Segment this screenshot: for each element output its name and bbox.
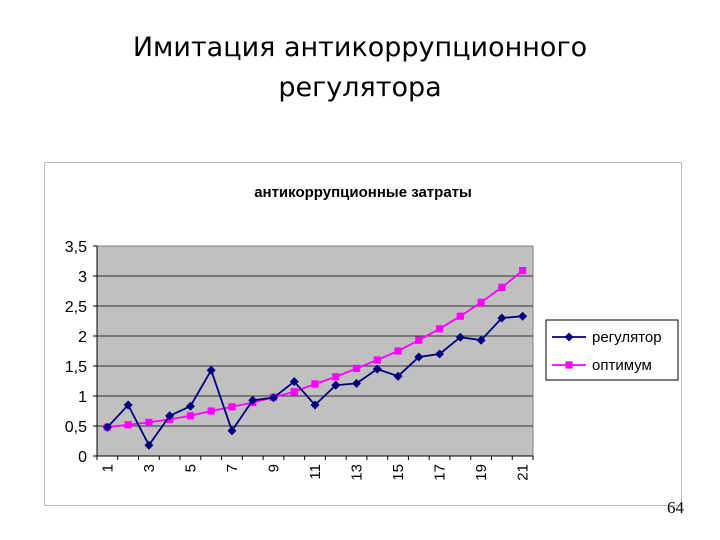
slide-title-line-1: Имитация антикоррупционного [132, 32, 588, 63]
x-tick-label: 7 [224, 464, 241, 472]
data-point-optimum [186, 412, 195, 420]
data-point-regulator [248, 395, 258, 405]
data-point-regulator [144, 440, 154, 450]
y-tick-label: 0,5 [65, 419, 87, 436]
slide-title-line-2: регулятора [278, 72, 442, 103]
data-point-regulator [393, 371, 403, 381]
slide-title: Имитация антикоррупционного регулятора [0, 28, 720, 108]
data-point-regulator [310, 400, 320, 410]
data-point-optimum [456, 312, 464, 320]
data-point-regulator [227, 426, 237, 436]
chart-title: антикоррупционные затраты [254, 184, 472, 201]
legend-label-optimum: оптимум [592, 357, 652, 374]
data-point-optimum [207, 407, 215, 415]
data-point-optimum [332, 373, 340, 381]
data-point-optimum [519, 267, 527, 275]
y-tick-label: 1 [78, 389, 87, 406]
data-point-regulator [352, 378, 362, 388]
data-point-regulator [289, 377, 299, 387]
data-point-optimum [477, 298, 485, 306]
x-tick-label: 5 [182, 464, 199, 472]
y-tick-label: 2 [78, 329, 87, 346]
x-tick-label: 15 [390, 464, 407, 481]
x-tick-label: 17 [432, 464, 449, 481]
data-point-optimum [311, 380, 319, 388]
legend-box [545, 319, 679, 381]
legend-marker-regulator [564, 332, 574, 342]
data-point-regulator [165, 411, 175, 421]
x-tick-label: 1 [99, 464, 116, 472]
data-point-optimum [498, 283, 506, 291]
data-point-optimum [145, 418, 153, 426]
data-point-regulator [497, 313, 507, 323]
data-point-optimum [394, 347, 402, 355]
x-tick-label: 19 [473, 464, 490, 481]
x-tick-label: 3 [141, 464, 158, 472]
data-point-optimum [435, 325, 444, 333]
data-point-regulator [455, 332, 465, 342]
y-tick-label: 3,5 [65, 239, 87, 256]
data-point-regulator [185, 401, 195, 411]
data-point-regulator [331, 380, 341, 390]
data-point-regulator [518, 311, 528, 321]
data-point-regulator [372, 364, 382, 374]
y-tick-label: 2,5 [65, 299, 87, 316]
plot-area [96, 245, 534, 457]
data-point-optimum [373, 356, 381, 364]
data-point-regulator [435, 349, 445, 359]
data-point-optimum [290, 388, 298, 396]
data-point-regulator [414, 352, 424, 362]
data-point-optimum [352, 364, 361, 372]
data-point-regulator [102, 422, 112, 432]
data-point-optimum [415, 336, 423, 344]
data-point-regulator [476, 335, 486, 345]
x-tick-label: 21 [515, 464, 532, 481]
data-point-regulator [268, 393, 278, 403]
x-tick-label: 13 [349, 464, 366, 481]
data-point-optimum [228, 403, 236, 411]
x-tick-label: 11 [307, 464, 324, 480]
x-tick-label: 9 [265, 464, 282, 472]
data-point-optimum [124, 421, 132, 429]
y-tick-label: 0 [78, 449, 87, 466]
data-point-regulator [123, 400, 133, 410]
y-tick-label: 1,5 [65, 359, 87, 376]
page-number: 64 [667, 498, 684, 517]
legend-label-regulator: регулятор [592, 329, 662, 346]
data-point-regulator [206, 365, 216, 375]
y-tick-label: 3 [78, 269, 87, 286]
legend-marker-optimum [565, 361, 573, 369]
